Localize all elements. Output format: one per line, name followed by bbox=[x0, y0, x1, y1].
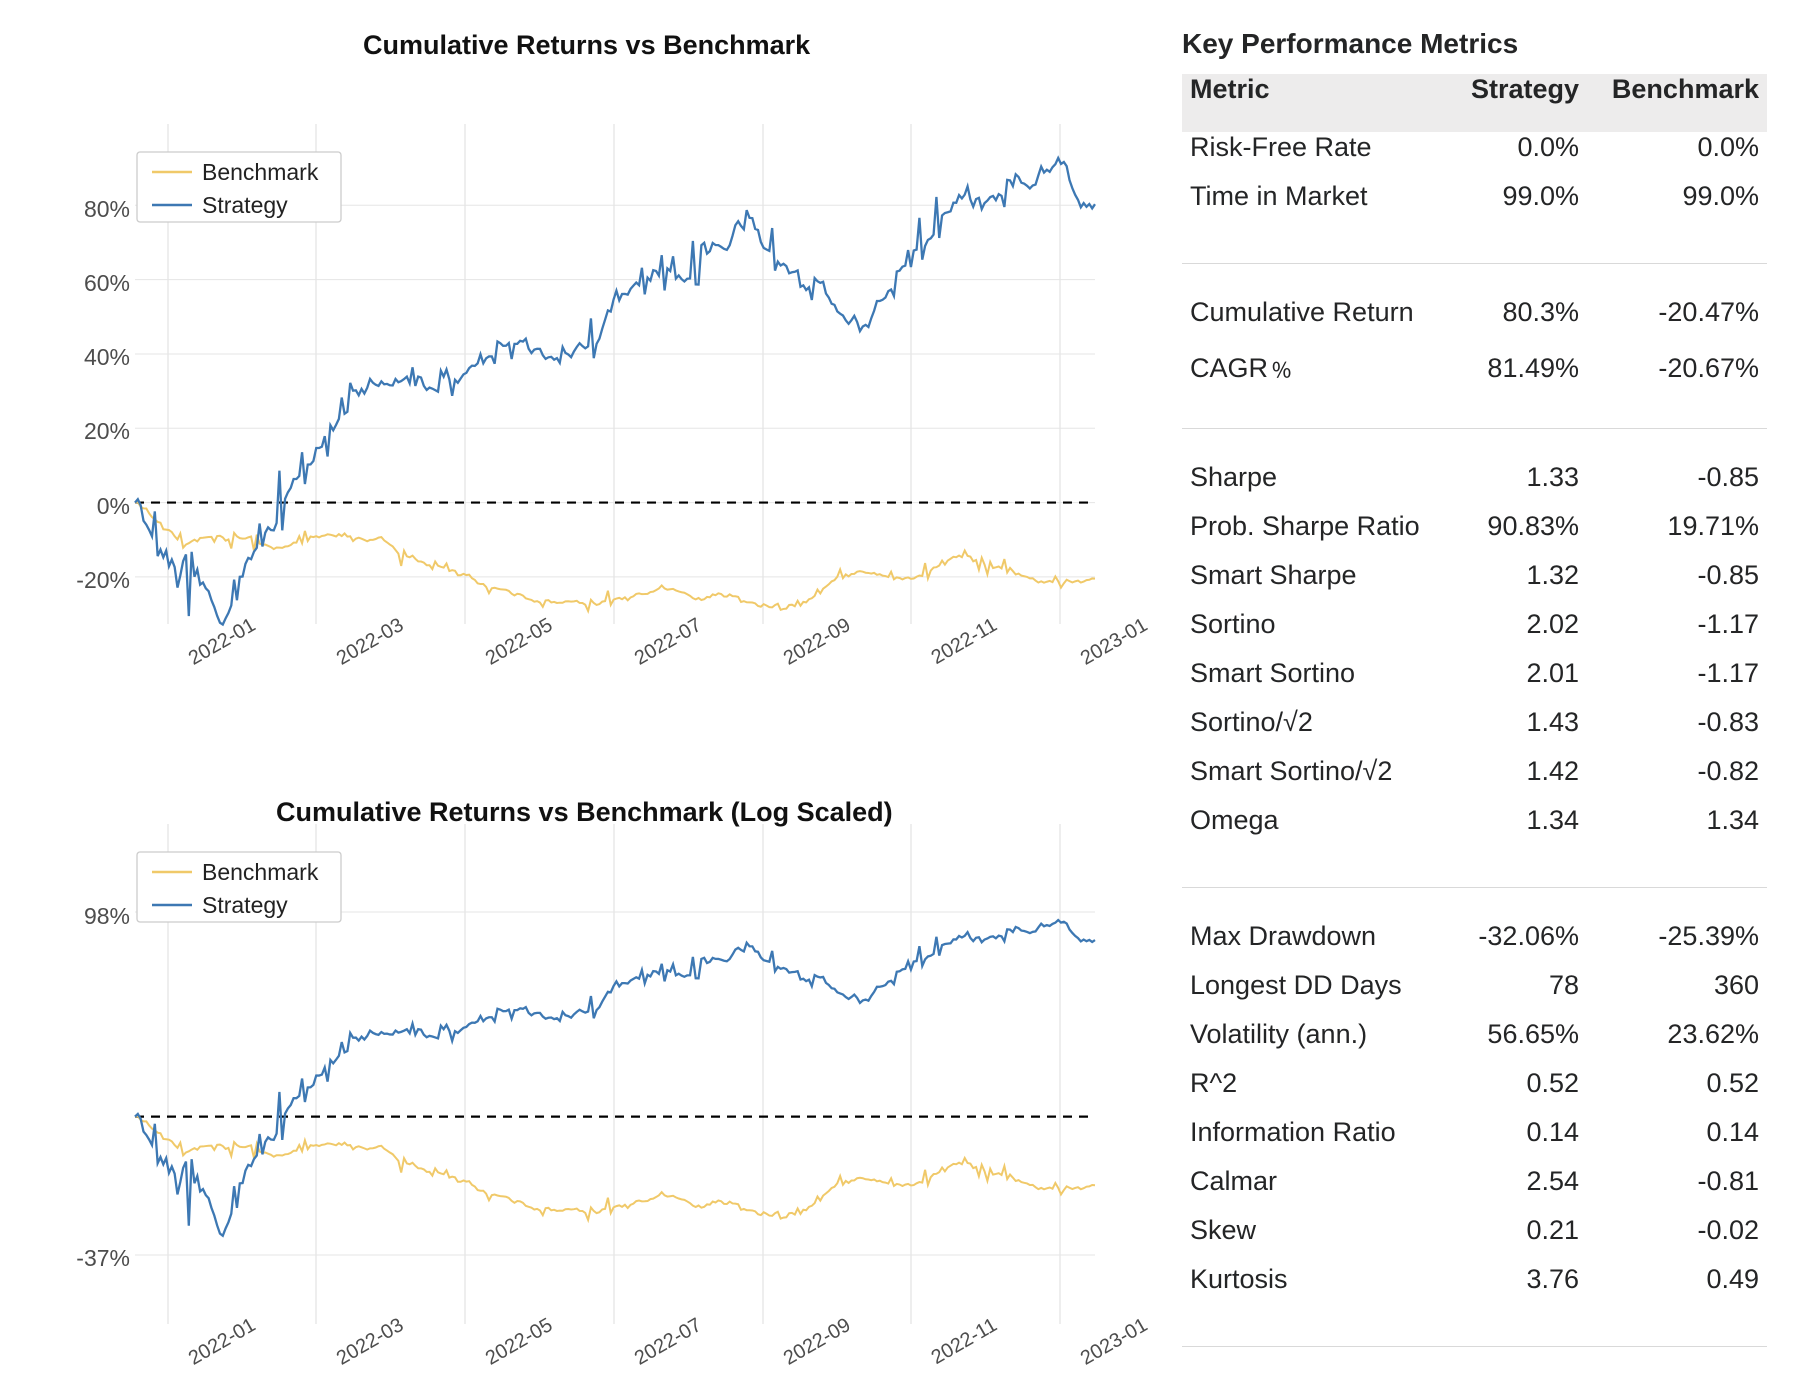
svg-text:Strategy: Strategy bbox=[202, 192, 288, 218]
svg-text:Strategy: Strategy bbox=[202, 892, 288, 918]
svg-text:Benchmark: Benchmark bbox=[202, 159, 319, 185]
svg-text:Benchmark: Benchmark bbox=[202, 859, 319, 885]
